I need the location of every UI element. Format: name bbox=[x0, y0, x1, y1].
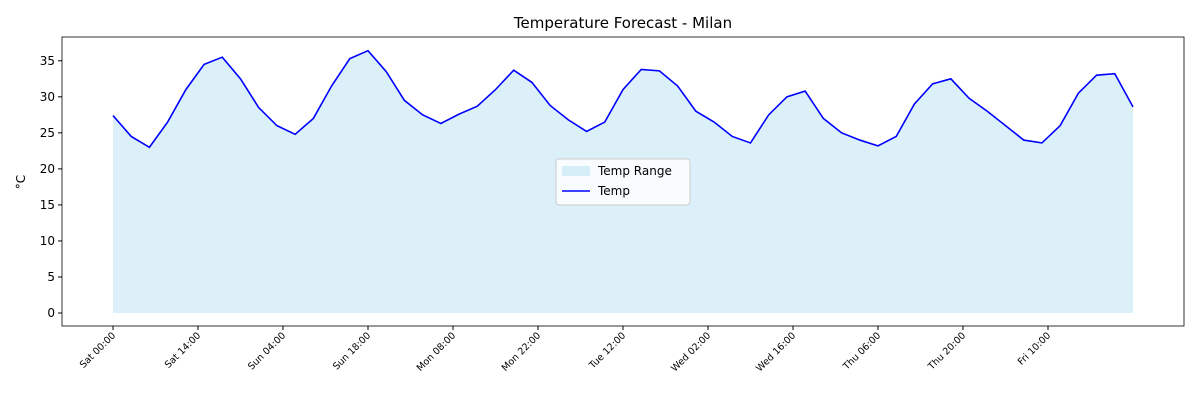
y-axis-label: °C bbox=[14, 175, 28, 189]
y-tick-label: 25 bbox=[40, 126, 55, 140]
legend-box bbox=[555, 158, 691, 206]
legend-label: Temp bbox=[597, 184, 630, 198]
chart-title: Temperature Forecast - Milan bbox=[513, 14, 732, 32]
y-tick-label: 15 bbox=[40, 198, 55, 212]
y-tick-label: 0 bbox=[47, 306, 55, 320]
y-tick-label: 35 bbox=[40, 54, 55, 68]
y-tick-label: 30 bbox=[40, 90, 55, 104]
legend-swatch bbox=[562, 166, 590, 176]
legend: Temp Range Temp bbox=[555, 158, 691, 206]
line bbox=[112, 49, 1134, 149]
y-tick-label: 10 bbox=[40, 234, 55, 248]
y-tick-label: 20 bbox=[40, 162, 55, 176]
y-tick-label: 5 bbox=[47, 270, 55, 284]
legend-label: Temp Range bbox=[597, 164, 672, 178]
